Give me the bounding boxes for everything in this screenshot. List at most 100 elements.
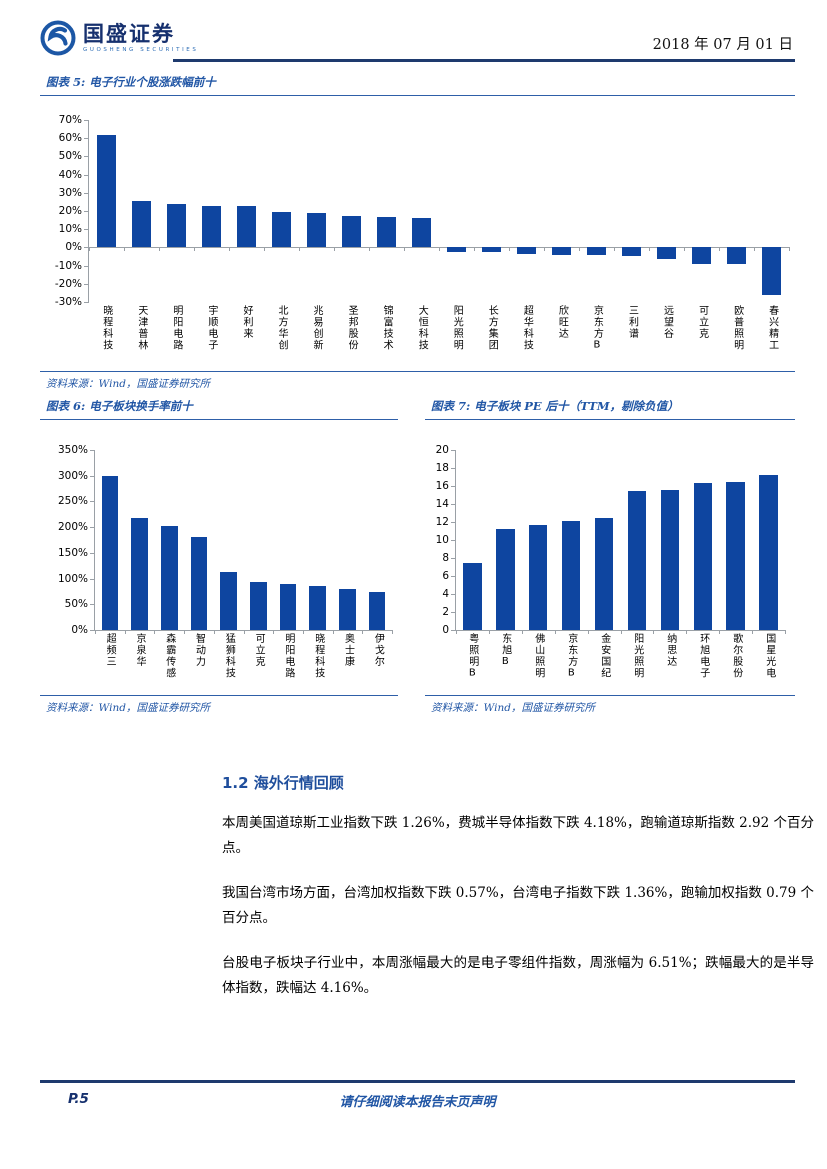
- category-label: 京东方B: [565, 633, 577, 680]
- bar: [551, 247, 572, 256]
- category-label: 晓程科技: [312, 633, 324, 679]
- category-label: 晓程科技: [100, 305, 112, 351]
- y-tick-mark: [451, 522, 456, 523]
- y-tick-label: 20: [435, 444, 449, 456]
- x-tick-mark: [194, 247, 195, 252]
- section-heading: 1.2 海外行情回顾: [222, 774, 344, 792]
- figure-5-title: 图表 5: 电子行业个股涨跌幅前十: [40, 74, 795, 96]
- footer-disclaimer: 请仔细阅读本报告末页声明: [339, 1095, 496, 1110]
- category-label: 超频三: [104, 633, 116, 668]
- x-tick-mark: [273, 630, 275, 634]
- y-tick-label: -30%: [54, 296, 82, 308]
- bar: [368, 591, 386, 630]
- category-label: 国星光电: [763, 633, 775, 679]
- bar: [220, 572, 237, 630]
- category-label: 欣旺达: [556, 305, 568, 340]
- bar: [660, 489, 680, 630]
- y-tick-mark: [84, 174, 89, 176]
- category-label: 歌尔股份: [730, 633, 742, 679]
- bar: [627, 490, 647, 630]
- y-tick-label: 250%: [57, 495, 88, 508]
- y-tick-label: 70%: [58, 114, 82, 126]
- x-tick-mark: [653, 630, 655, 634]
- x-tick-mark: [95, 630, 96, 634]
- bar: [339, 589, 356, 630]
- figure-5-source: 资料来源：Wind，国盛证券研究所: [40, 371, 795, 391]
- bar: [691, 247, 712, 264]
- chart-turnover-top10: 350% 300% 250% 200% 150% 100% 50% 0% 超频三 京泉华 森霸传感…: [40, 444, 398, 691]
- category-label: 阳光照明: [631, 633, 643, 679]
- figure-7: 图表 7: 电子板块 PE 后十（TTM，剔除负值） 20 18 16 14 12 10 8…: [425, 398, 795, 715]
- bar: [726, 481, 745, 630]
- chart-pe-bottom10: 20 18 16 14 12 10 8 6 4 2 0 粤照明B 东旭B 佛山照明 京东方B 金安国纪 阳光照…: [425, 444, 795, 691]
- x-tick-mark: [124, 247, 125, 252]
- y-tick-label: 0: [442, 624, 449, 636]
- y-tick-mark: [451, 576, 456, 577]
- y-tick-mark: [451, 450, 456, 451]
- paragraph-taiwan-market: 我国台湾市场方面，台湾加权指数下跌 0.57%，台湾电子指数下跌 1.36%，跑…: [222, 884, 814, 926]
- x-tick-mark: [184, 630, 186, 634]
- category-label: 宇顺电子: [205, 305, 217, 351]
- report-footer: P.5 请仔细阅读本报告末页声明: [40, 1080, 795, 1110]
- category-label: 明阳电路: [170, 305, 182, 351]
- x-tick-mark: [620, 630, 622, 634]
- figure-7-source: 资料来源：Wind，国盛证券研究所: [425, 695, 795, 715]
- bar: [190, 536, 208, 630]
- brand-name: 国盛证券: [83, 21, 175, 46]
- y-tick-label: 200%: [57, 521, 88, 534]
- y-tick-label: 2: [442, 606, 449, 618]
- bar: [341, 216, 362, 248]
- x-tick-mark: [754, 247, 755, 252]
- bar: [656, 247, 677, 260]
- y-tick-label: 12: [435, 516, 449, 528]
- paragraph-us-market: 本周美国道琼斯工业指数下跌 1.26%，费城半导体指数下跌 4.18%，跑输道琼…: [222, 815, 814, 856]
- figure-6-source: 资料来源：Wind，国盛证券研究所: [40, 695, 398, 715]
- y-tick-label: -20%: [54, 277, 82, 290]
- bar: [496, 529, 515, 630]
- y-tick-label: 20%: [58, 205, 82, 217]
- x-tick-mark: [544, 247, 545, 252]
- y-tick-mark: [451, 612, 456, 613]
- y-tick-label: 10%: [58, 223, 82, 236]
- y-tick-mark: [84, 211, 89, 212]
- bar: [516, 247, 537, 254]
- bar: [160, 525, 178, 630]
- x-tick-mark: [124, 630, 126, 634]
- x-tick-mark: [752, 630, 754, 634]
- y-tick-label: 16: [435, 480, 449, 492]
- x-tick-mark: [392, 630, 393, 634]
- y-tick-mark: [84, 229, 89, 231]
- x-tick-mark: [369, 247, 370, 252]
- category-label: 长方集团: [486, 305, 498, 351]
- y-tick-label: 60%: [58, 132, 82, 145]
- y-tick-mark: [84, 138, 89, 140]
- bar: [306, 212, 327, 248]
- bar: [309, 585, 327, 630]
- y-tick-mark: [84, 265, 89, 267]
- x-tick-mark: [554, 630, 556, 634]
- y-tick-label: 350%: [57, 444, 88, 456]
- category-label: 欧普照明: [731, 305, 743, 351]
- bar: [586, 247, 607, 256]
- x-tick-mark: [154, 630, 156, 634]
- x-tick-mark: [509, 247, 510, 252]
- x-tick-mark: [456, 630, 457, 634]
- brand-text: 国盛证券 GUOSHENG SECURITIES: [83, 21, 198, 53]
- figure-6-title: 图表 6: 电子板块换手率前十: [40, 398, 398, 420]
- x-tick-mark: [587, 630, 589, 634]
- x-tick-mark: [521, 630, 523, 634]
- category-label: 圣邦股份: [346, 305, 358, 351]
- category-label: 超华科技: [521, 305, 533, 351]
- category-label: 伊戈尔: [372, 633, 384, 668]
- bar: [250, 581, 267, 630]
- category-label: 猛狮科技: [223, 633, 235, 679]
- bar: [693, 483, 712, 630]
- bar: [236, 206, 257, 248]
- x-tick-mark: [264, 247, 265, 252]
- x-tick-mark: [719, 630, 721, 634]
- bar: [463, 563, 482, 630]
- chart-6-category-axis: 超频三 京泉华 森霸传感 智动力 猛狮科技 可立克 明阳电路 晓程科技 奥士康 伊戈尔: [94, 633, 392, 691]
- x-tick-mark: [362, 630, 364, 634]
- bar: [411, 218, 432, 248]
- category-label: 奥士康: [342, 633, 354, 668]
